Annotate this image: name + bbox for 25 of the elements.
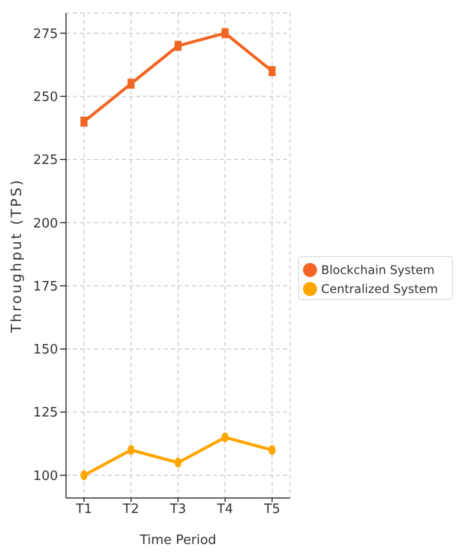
point: [222, 28, 229, 38]
x-axis-title: Time Period: [138, 533, 216, 548]
legend-label: Blockchain System: [321, 263, 435, 277]
point: [174, 40, 182, 51]
point: [174, 458, 182, 468]
x-tick-label: T2: [122, 502, 140, 518]
point: [268, 445, 276, 456]
point: [222, 432, 229, 442]
x-tick-label: T1: [74, 502, 92, 518]
point: [128, 78, 135, 89]
x-tick-label: T3: [168, 502, 186, 518]
y-tick-label: 150: [33, 342, 58, 358]
y-tick-label: 100: [33, 468, 58, 484]
point: [128, 445, 135, 456]
y-axis-title: Throughput (TPS): [8, 178, 25, 334]
x-tick-label: T5: [263, 502, 280, 518]
x-tick-label: T4: [216, 502, 234, 518]
legend-label: Centralized System: [321, 282, 438, 296]
point: [268, 66, 276, 76]
y-tick-label: 200: [33, 216, 58, 232]
y-tick-label: 275: [33, 26, 58, 42]
y-tick-label: 225: [33, 153, 58, 168]
y-tick-label: 250: [33, 90, 58, 105]
y-tick-label: 125: [33, 406, 58, 421]
y-tick-label: 175: [33, 279, 58, 294]
